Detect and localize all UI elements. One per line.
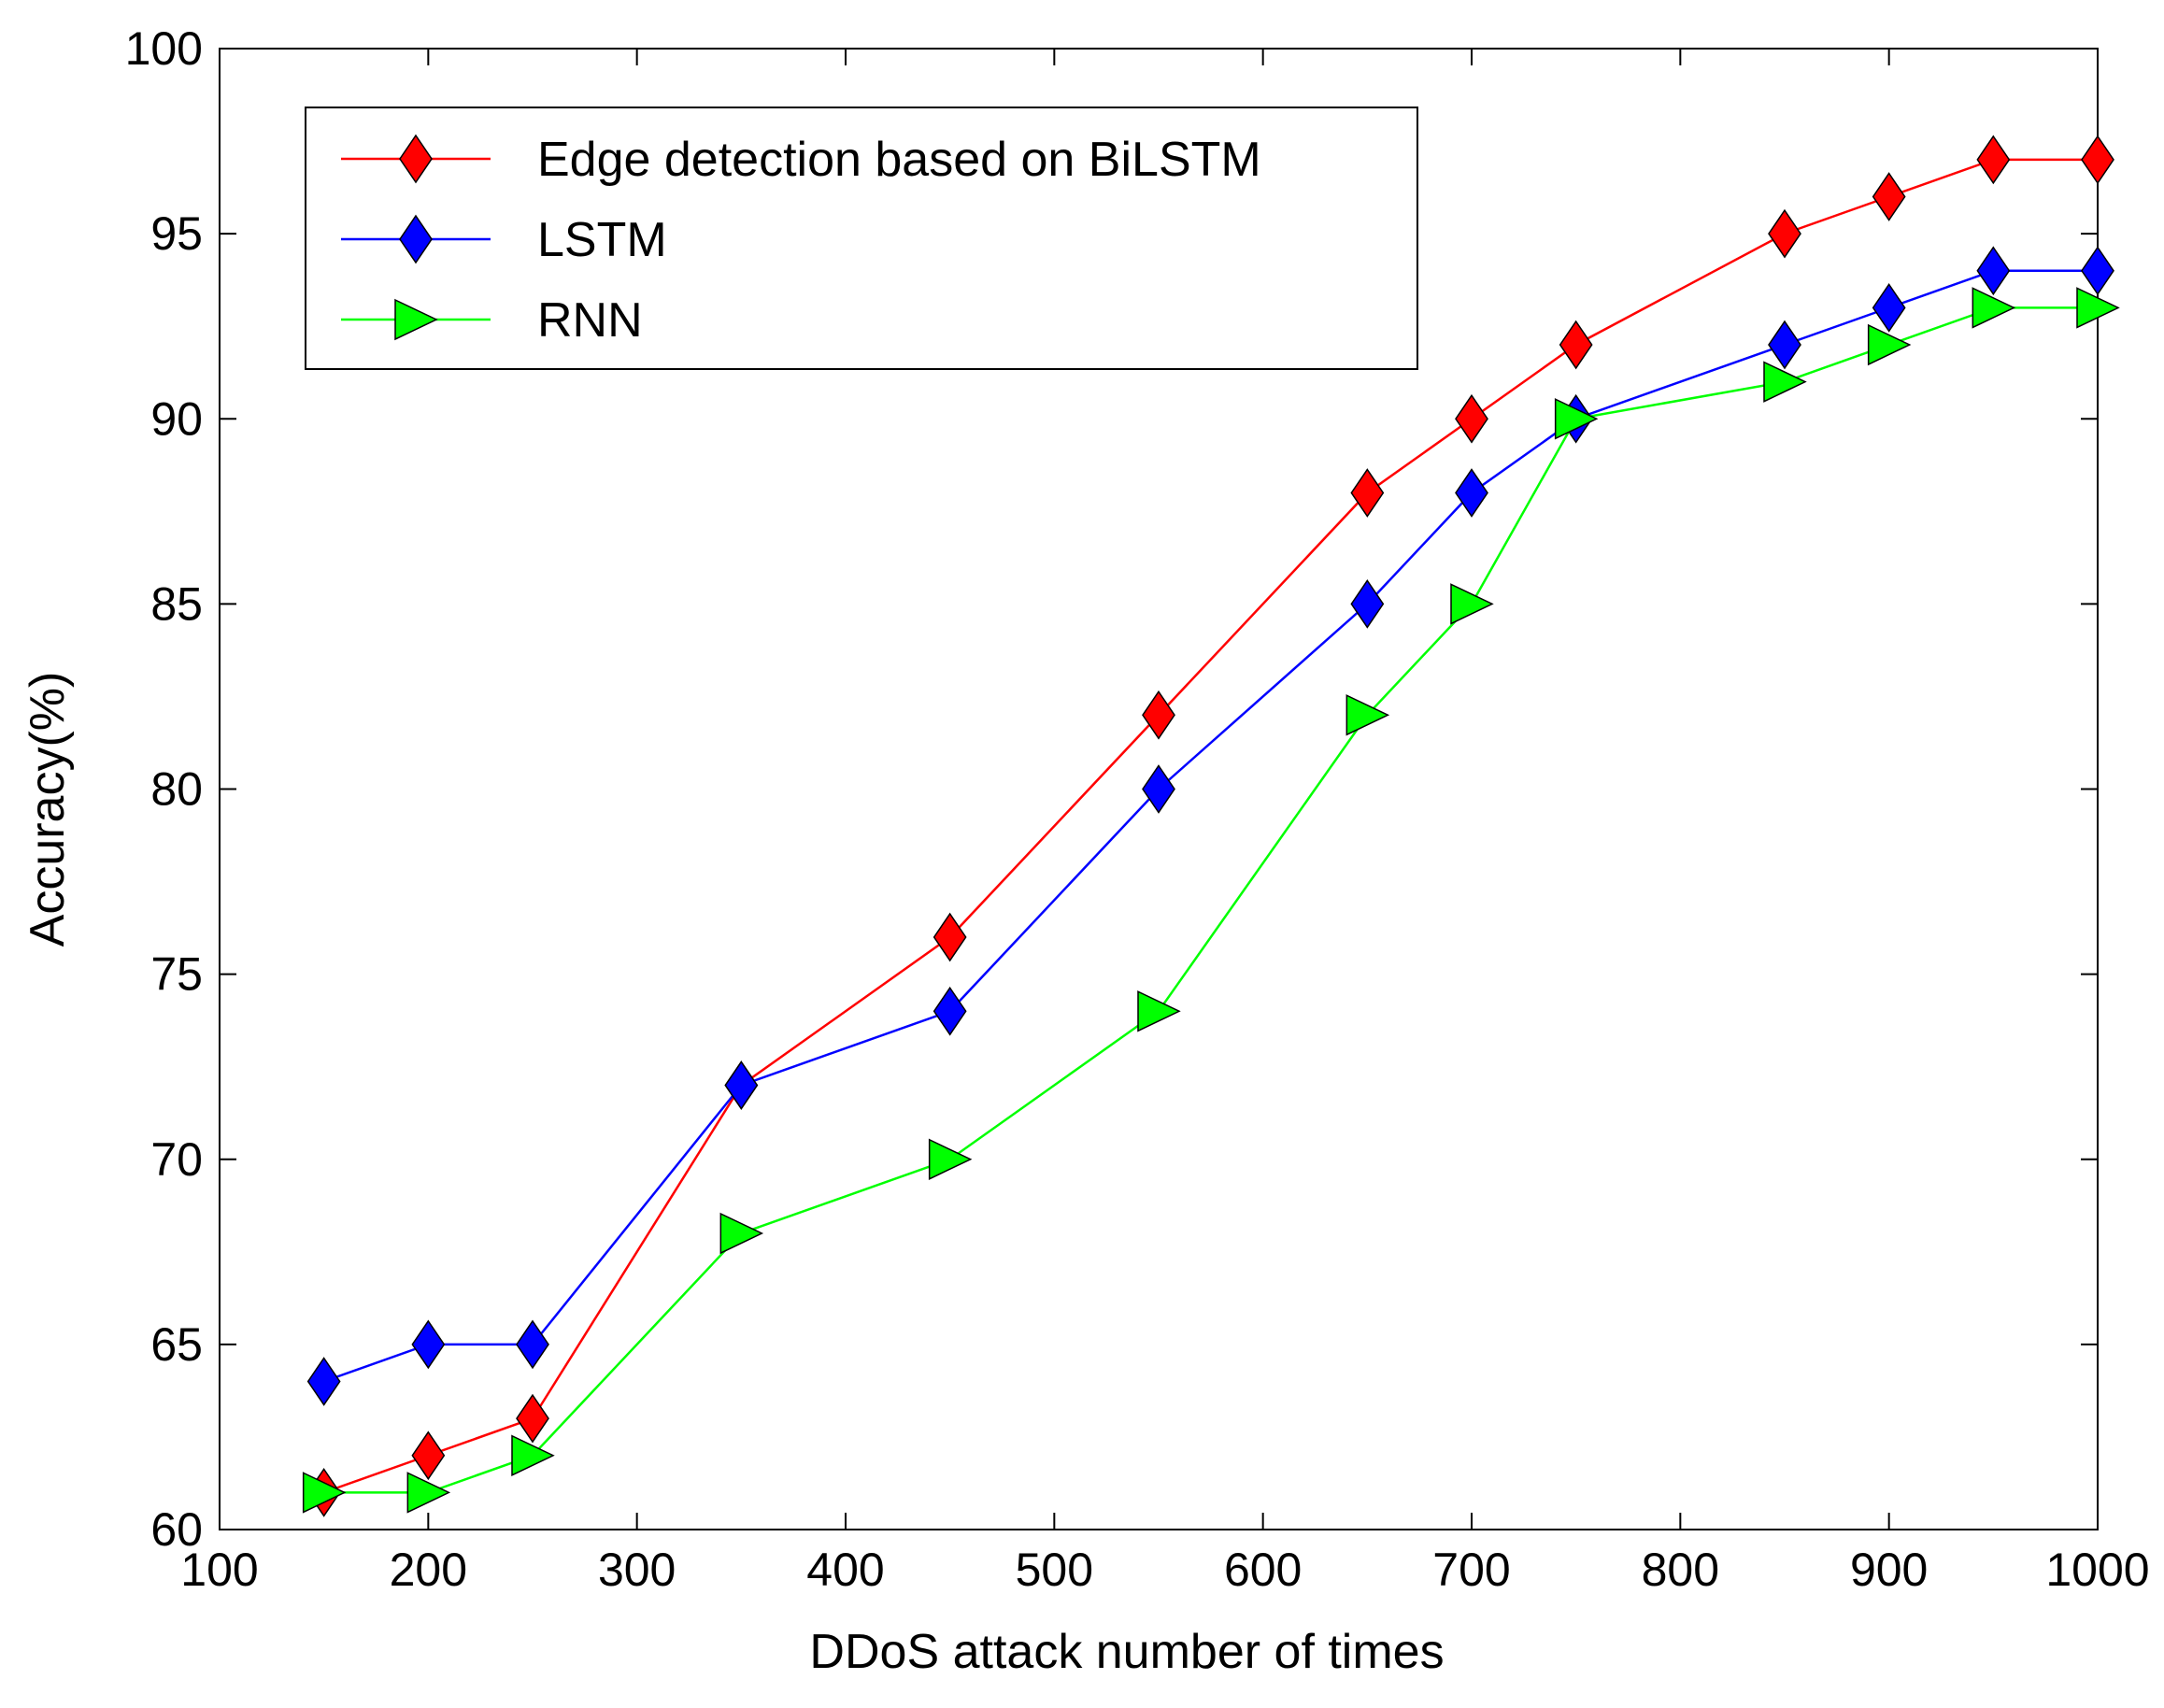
- data-point: [302, 1472, 347, 1514]
- data-point: [2081, 135, 2114, 185]
- data-point: [933, 986, 967, 1036]
- x-tick-label: 1000: [2045, 1544, 2149, 1596]
- data-point: [1972, 287, 2016, 329]
- data-point: [719, 1212, 764, 1255]
- series-2: [306, 246, 2114, 1406]
- legend-marker: [394, 298, 438, 341]
- legend-item-1: Edge detection based on BiLSTM: [341, 133, 1261, 187]
- data-point: [516, 1393, 549, 1444]
- data-point: [511, 1434, 555, 1476]
- legend-label: RNN: [537, 293, 643, 348]
- data-point: [1345, 694, 1390, 736]
- y-tick-label: 95: [150, 207, 203, 260]
- y-tick-label: 90: [150, 392, 203, 445]
- legend: Edge detection based on BiLSTM LSTM RNN: [305, 107, 1418, 370]
- data-point: [1142, 690, 1175, 740]
- data-point: [1455, 468, 1488, 518]
- y-tick-label: 100: [125, 22, 203, 75]
- y-tick-label: 85: [150, 577, 203, 630]
- x-tick-label: 200: [390, 1544, 467, 1596]
- data-point: [306, 1357, 341, 1406]
- data-point: [928, 1138, 973, 1180]
- series-3: [302, 287, 2120, 1514]
- data-point: [411, 1430, 446, 1481]
- data-point: [1350, 468, 1385, 518]
- data-point: [1559, 320, 1593, 370]
- data-point: [1763, 361, 1807, 403]
- x-tick-label: 500: [1016, 1544, 1093, 1596]
- x-tick-label: 800: [1642, 1544, 1719, 1596]
- data-point: [1137, 990, 1181, 1032]
- legend-label: LSTM: [537, 213, 667, 267]
- y-tick-label: 80: [150, 763, 203, 816]
- data-point: [1976, 135, 2011, 185]
- axes: 100 200 300 400 500 600 700 800 900 1000 60 65 70 75 8…: [125, 22, 2150, 1596]
- data-point: [516, 1319, 549, 1370]
- data-point: [1450, 583, 1494, 625]
- data-point: [411, 1319, 446, 1370]
- data-point: [933, 912, 967, 962]
- data-point: [1976, 246, 2011, 296]
- x-tick-label: 700: [1432, 1544, 1510, 1596]
- data-point: [1350, 579, 1385, 629]
- data-point: [1554, 398, 1599, 440]
- data-point: [2076, 287, 2120, 329]
- y-tick-label: 65: [150, 1318, 203, 1371]
- data-point: [2081, 246, 2114, 296]
- x-tick-label: 100: [180, 1544, 258, 1596]
- data-point: [1142, 764, 1175, 814]
- data-point: [1872, 283, 1906, 333]
- data-point: [724, 1060, 759, 1110]
- x-tick-label: 400: [806, 1544, 884, 1596]
- y-tick-label: 75: [150, 948, 203, 1001]
- legend-item-3: RNN: [341, 293, 643, 348]
- data-point: [1768, 208, 1801, 259]
- y-tick-label: 70: [150, 1133, 203, 1186]
- series-layer: [302, 135, 2120, 1517]
- x-tick-label: 300: [598, 1544, 676, 1596]
- data-point: [406, 1472, 451, 1514]
- legend-box: [305, 107, 1418, 370]
- data-point: [1872, 172, 1906, 221]
- legend-label: Edge detection based on BiLSTM: [537, 133, 1261, 187]
- x-axis-label: DDoS attack number of times: [809, 1625, 1444, 1679]
- legend-item-2: LSTM: [341, 213, 667, 267]
- data-point: [1867, 323, 1912, 366]
- data-point: [1768, 320, 1801, 370]
- data-point: [1455, 393, 1488, 444]
- x-tick-label: 900: [1850, 1544, 1928, 1596]
- y-axis-label: Accuracy(%): [21, 672, 75, 947]
- legend-marker: [399, 134, 433, 184]
- legend-marker: [399, 214, 433, 264]
- y-tick-label: 60: [150, 1503, 203, 1556]
- x-tick-label: 600: [1224, 1544, 1302, 1596]
